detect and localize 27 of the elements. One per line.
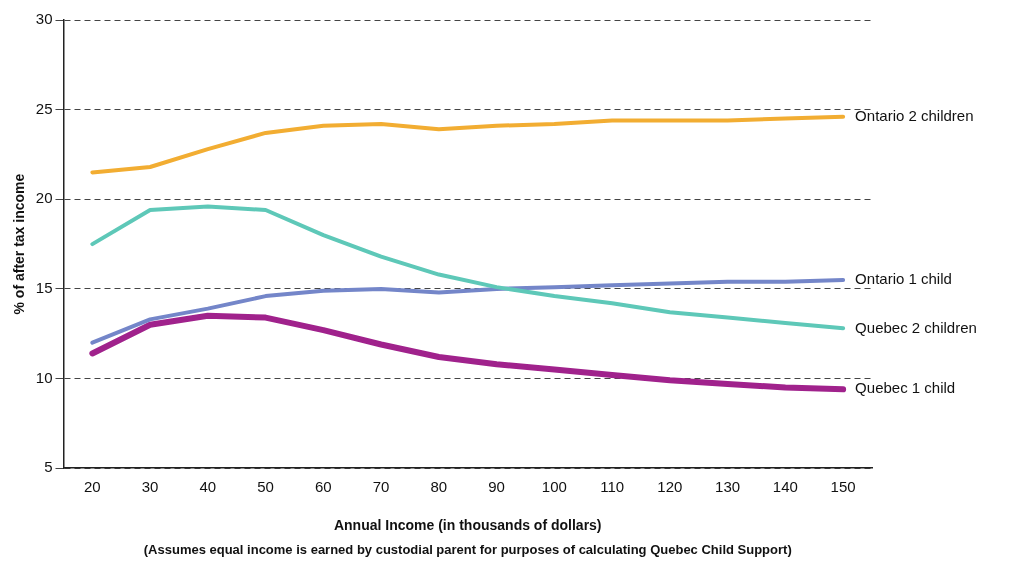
- series-label: Quebec 1 child: [855, 379, 956, 397]
- y-tick-label: 30: [35, 10, 53, 28]
- x-tick-label: 60: [315, 478, 332, 496]
- y-axis-title: % of after tax income: [11, 173, 28, 315]
- x-tick-label: 20: [84, 478, 101, 496]
- x-tick-label: 140: [772, 478, 798, 496]
- x-tick-label: 80: [430, 478, 448, 496]
- x-tick-label: 100: [541, 478, 567, 496]
- y-tick-label: 15: [35, 279, 53, 297]
- x-tick-label: 110: [600, 478, 625, 496]
- series-label: Ontario 1 child: [855, 270, 952, 288]
- y-tick-label: 10: [35, 368, 53, 386]
- x-tick-label: 150: [830, 478, 856, 496]
- x-tick-label: 90: [488, 478, 505, 496]
- x-tick-label: 130: [715, 478, 741, 496]
- series-label: Quebec 2 children: [855, 318, 977, 336]
- y-tick-label: 5: [44, 458, 53, 476]
- text: (Assumes equal income is earned by custodial parent for purposes of calculating Quebec Child Support): [143, 542, 792, 558]
- x-tick-label: 30: [141, 478, 159, 496]
- x-tick-label: 40: [199, 478, 217, 496]
- x-tick-label: 120: [657, 478, 683, 496]
- x-tick-label: 50: [257, 478, 274, 496]
- y-tick-label: 20: [35, 189, 53, 207]
- x-tick-label: 70: [372, 478, 390, 496]
- x-axis-title: Annual Income (in thousands of dollars): [333, 517, 602, 534]
- series-label: Ontario 2 children: [855, 106, 974, 124]
- y-tick-label: 25: [35, 99, 53, 117]
